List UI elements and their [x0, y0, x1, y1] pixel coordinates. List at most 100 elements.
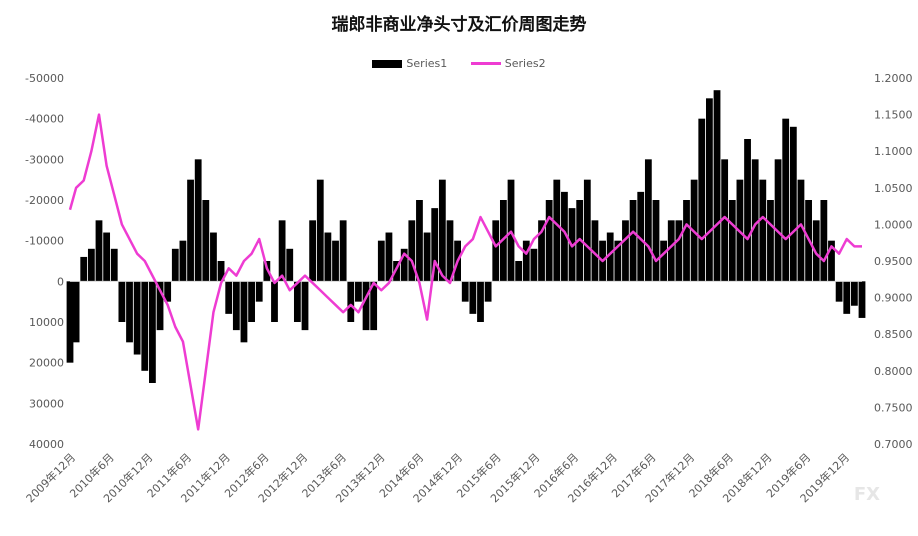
left-tick-label: 10000 — [29, 316, 64, 329]
series1-bar — [66, 281, 74, 363]
series1-bar — [706, 98, 713, 282]
series1-bar — [179, 240, 187, 282]
series1-bar — [133, 281, 141, 355]
right-tick-label: 1.0500 — [874, 182, 913, 195]
series1-bar — [286, 248, 294, 282]
series1-bar — [843, 281, 851, 314]
right-tick-label: 0.7000 — [874, 438, 913, 451]
series1-bar — [774, 159, 782, 282]
series1-bar — [614, 240, 622, 282]
series1-bar — [751, 159, 759, 282]
series1-bar — [469, 281, 477, 314]
series1-bar — [713, 90, 721, 282]
series1-bar — [530, 248, 538, 282]
series1-bar — [812, 220, 820, 282]
series1-bar — [126, 281, 133, 343]
series1-bar — [835, 281, 843, 302]
watermark: FX — [854, 484, 880, 505]
series1-bar — [416, 200, 423, 282]
left-tick-label: -30000 — [25, 153, 64, 166]
series1-bar — [202, 200, 210, 282]
series1-bar — [591, 220, 599, 282]
series1-bar — [606, 232, 614, 282]
series1-bar — [80, 256, 88, 282]
series1-bar — [271, 281, 278, 322]
series1-bar — [400, 248, 408, 282]
right-tick-label: 1.2000 — [874, 72, 913, 85]
series1-bar — [210, 232, 217, 282]
series1-bar — [377, 240, 385, 282]
series1-bar — [385, 232, 393, 282]
series1-bar — [263, 261, 271, 282]
series1-bar — [339, 220, 347, 282]
series1-bar — [194, 159, 202, 282]
series1-bar — [477, 281, 484, 322]
series1-bar — [370, 281, 378, 331]
series1-bar — [87, 248, 95, 282]
series1-bar — [446, 220, 454, 282]
series1-bar — [362, 281, 370, 331]
series1-bar — [622, 220, 629, 282]
left-tick-label: 20000 — [29, 357, 64, 370]
series1-bar — [667, 220, 675, 282]
series1-bar — [110, 248, 118, 282]
series1-bar — [675, 220, 683, 282]
legend-item-series1[interactable]: Series1 — [372, 57, 447, 70]
series1-bar — [393, 261, 400, 282]
left-tick-label: 0 — [57, 275, 64, 288]
x-tick-label: 2009年12月 — [23, 450, 78, 505]
series1-bar — [553, 179, 561, 282]
left-axis: -50000 -40000 -30000 -20000 -10000 0 10000 2000… — [25, 72, 64, 451]
right-tick-label: 0.8000 — [874, 365, 913, 378]
series1-bar — [408, 220, 416, 282]
right-tick-label: 1.0000 — [874, 218, 913, 231]
legend-swatch-series1 — [372, 59, 403, 68]
left-tick-label: -10000 — [25, 235, 64, 248]
series1-bar — [797, 179, 805, 282]
series1-bar — [820, 200, 828, 282]
legend: Series1 Series2 — [0, 56, 918, 70]
series1-bar — [660, 240, 668, 282]
x-axis: 2009年12月2010年6月2010年12月2011年6月2011年12月20… — [23, 450, 852, 505]
right-tick-label: 0.8500 — [874, 328, 913, 341]
chart-title: 瑞郎非商业净头寸及汇价周图走势 — [331, 15, 587, 35]
series1-bar — [683, 200, 690, 282]
series1-bar — [637, 191, 645, 282]
series1-bar — [522, 240, 530, 282]
series1-bar — [332, 240, 339, 282]
series1-bar — [767, 200, 774, 282]
series1-bar — [629, 200, 637, 282]
series1-bar — [850, 281, 858, 306]
series1-bar — [545, 200, 553, 282]
series1-bar — [423, 232, 431, 282]
series1-bar — [355, 281, 362, 302]
series1-bar — [72, 281, 80, 343]
series1-bar — [583, 179, 591, 282]
left-tick-label: -20000 — [25, 194, 64, 207]
series1-bar — [103, 232, 111, 282]
series1-bar — [461, 281, 469, 302]
series1-bar — [187, 179, 194, 282]
left-tick-label: -50000 — [25, 72, 64, 85]
right-tick-label: 1.1000 — [874, 145, 913, 158]
left-tick-label: 30000 — [29, 397, 64, 410]
series1-bar — [301, 281, 309, 331]
series1-bar — [225, 281, 233, 314]
series1-bar — [164, 281, 172, 302]
left-tick-label: 40000 — [29, 438, 64, 451]
legend-label-series2: Series2 — [504, 56, 546, 70]
legend-item-series2[interactable]: Series2 — [470, 56, 546, 70]
series1-bar — [316, 179, 324, 282]
series1-bar — [561, 191, 568, 282]
series1-bar — [438, 179, 446, 282]
series2-line — [68, 113, 862, 431]
series1-bar — [721, 159, 729, 282]
series1-bar — [248, 281, 255, 322]
series1-bar — [324, 232, 332, 282]
series1-bar — [156, 281, 164, 331]
right-tick-label: 0.9500 — [874, 255, 913, 268]
series1-bar — [789, 126, 797, 282]
series1-bar — [759, 179, 767, 282]
